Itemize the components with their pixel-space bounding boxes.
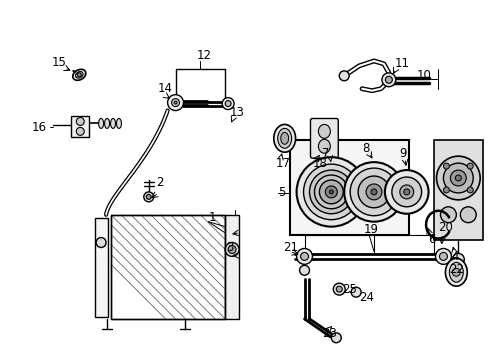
Circle shape — [385, 76, 391, 83]
Circle shape — [350, 287, 360, 297]
Circle shape — [76, 127, 84, 135]
Circle shape — [344, 162, 403, 222]
Circle shape — [436, 156, 479, 200]
Ellipse shape — [318, 139, 330, 153]
Circle shape — [443, 163, 448, 169]
Circle shape — [296, 157, 366, 227]
Circle shape — [146, 194, 151, 199]
Ellipse shape — [448, 262, 462, 282]
Circle shape — [435, 248, 450, 264]
Text: 2: 2 — [155, 176, 163, 189]
Circle shape — [443, 187, 448, 193]
Ellipse shape — [99, 118, 103, 129]
Text: 5: 5 — [277, 186, 285, 199]
Text: 8: 8 — [361, 142, 369, 155]
Ellipse shape — [277, 129, 291, 148]
Ellipse shape — [75, 72, 83, 78]
Text: 18: 18 — [312, 157, 326, 170]
Circle shape — [319, 180, 343, 204]
Circle shape — [314, 175, 347, 209]
Text: 4: 4 — [450, 250, 458, 263]
Circle shape — [339, 71, 348, 81]
Circle shape — [296, 248, 312, 264]
Circle shape — [384, 170, 427, 214]
Text: 25: 25 — [342, 283, 356, 296]
Text: 20: 20 — [438, 221, 452, 234]
Bar — [289, 140, 408, 235]
Text: 12: 12 — [196, 49, 211, 63]
Ellipse shape — [445, 258, 467, 286]
Circle shape — [328, 190, 333, 194]
Circle shape — [300, 252, 308, 260]
Ellipse shape — [318, 125, 330, 138]
Circle shape — [449, 170, 466, 186]
Circle shape — [167, 95, 183, 111]
Circle shape — [331, 333, 341, 343]
Circle shape — [381, 73, 395, 87]
Ellipse shape — [280, 132, 288, 144]
Text: 1: 1 — [208, 211, 215, 224]
Circle shape — [467, 187, 472, 193]
Circle shape — [399, 185, 413, 199]
Circle shape — [349, 168, 397, 216]
Circle shape — [325, 186, 337, 198]
Circle shape — [336, 286, 342, 292]
Text: 24: 24 — [358, 291, 373, 303]
Circle shape — [454, 175, 460, 181]
Text: 7: 7 — [322, 147, 329, 160]
Circle shape — [403, 189, 409, 195]
Bar — [111, 215, 224, 319]
Ellipse shape — [116, 118, 121, 129]
Circle shape — [440, 207, 455, 223]
Bar — [95, 218, 108, 317]
Circle shape — [451, 253, 463, 265]
Ellipse shape — [273, 125, 295, 152]
Circle shape — [224, 243, 239, 256]
Circle shape — [174, 101, 177, 104]
Circle shape — [224, 100, 231, 107]
Circle shape — [357, 176, 389, 208]
Circle shape — [299, 265, 309, 275]
Circle shape — [77, 73, 81, 77]
Circle shape — [143, 192, 153, 202]
Text: 23: 23 — [322, 327, 337, 340]
Circle shape — [391, 177, 421, 207]
Bar — [111, 215, 224, 319]
Circle shape — [76, 117, 84, 125]
Bar — [224, 215, 239, 319]
Text: 16: 16 — [32, 121, 46, 134]
Text: 10: 10 — [416, 69, 430, 82]
Text: 14: 14 — [157, 82, 172, 95]
Ellipse shape — [104, 118, 109, 129]
Text: 6: 6 — [427, 233, 435, 246]
Circle shape — [333, 283, 345, 295]
Ellipse shape — [110, 118, 115, 129]
Ellipse shape — [73, 69, 85, 80]
Circle shape — [443, 163, 472, 193]
Circle shape — [228, 246, 236, 253]
Text: 19: 19 — [364, 223, 378, 236]
Circle shape — [459, 207, 475, 223]
Circle shape — [366, 184, 381, 200]
Text: 22: 22 — [448, 263, 464, 276]
Circle shape — [309, 170, 352, 214]
Circle shape — [96, 238, 106, 247]
Bar — [71, 116, 89, 137]
Text: 11: 11 — [394, 57, 409, 71]
FancyBboxPatch shape — [310, 118, 338, 158]
Text: 9: 9 — [398, 147, 406, 160]
Circle shape — [222, 98, 234, 109]
Circle shape — [171, 99, 179, 107]
Text: 15: 15 — [51, 57, 66, 69]
Bar — [433, 140, 482, 239]
Circle shape — [439, 252, 447, 260]
Text: 13: 13 — [230, 106, 244, 119]
Text: 21: 21 — [282, 241, 297, 254]
Circle shape — [303, 164, 358, 220]
Text: 3: 3 — [225, 241, 233, 254]
Circle shape — [467, 163, 472, 169]
Circle shape — [370, 189, 376, 195]
Text: 17: 17 — [275, 157, 290, 170]
Circle shape — [451, 268, 459, 276]
